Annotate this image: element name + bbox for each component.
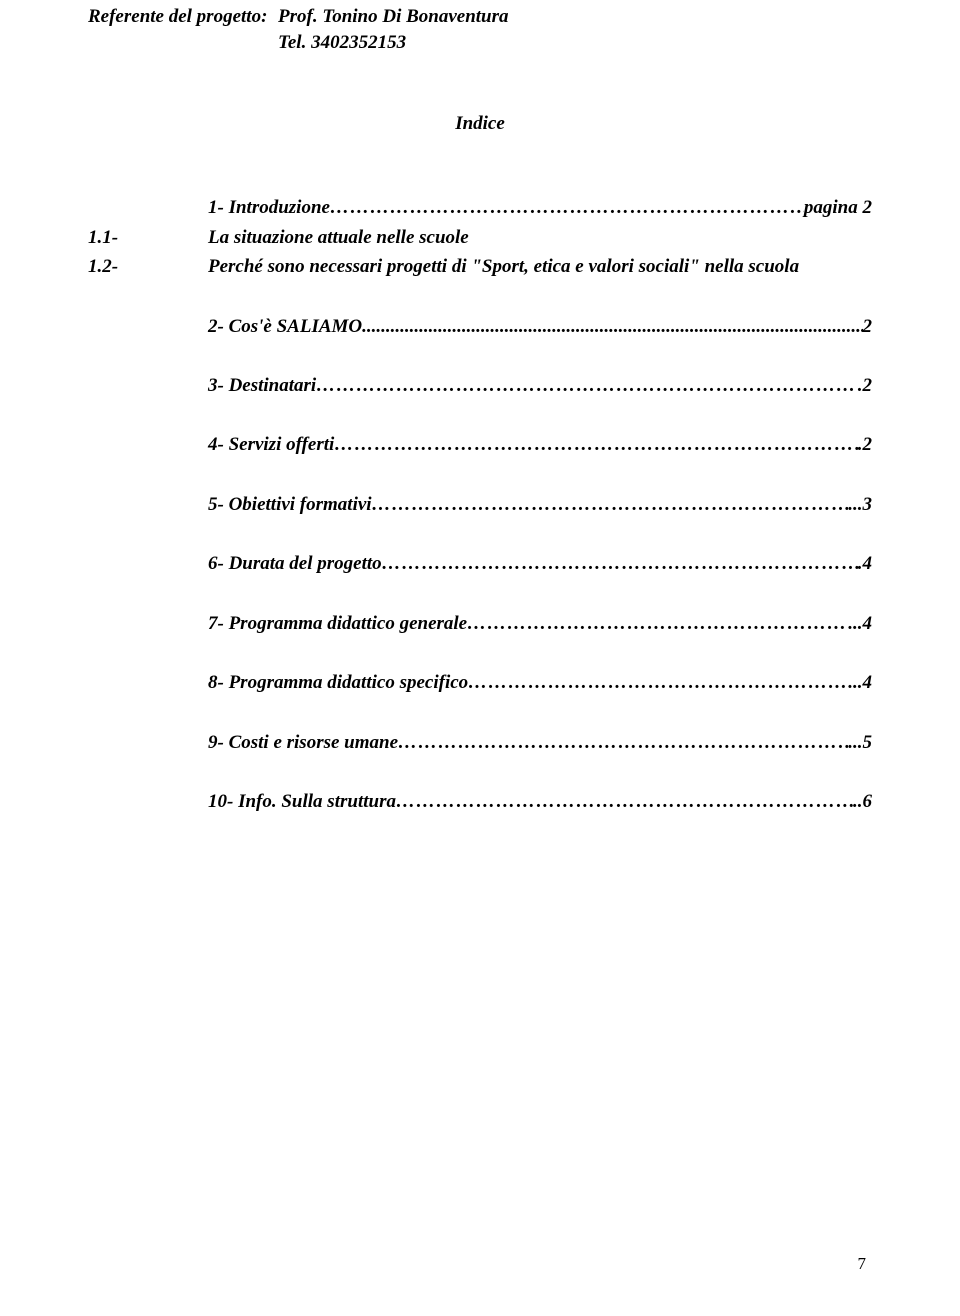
toc-prefix (88, 430, 208, 459)
toc-prefix (88, 668, 208, 697)
toc-prefix (88, 193, 208, 222)
toc-item-1: 1- Introduzione pagina 2 (88, 193, 872, 222)
toc-leader (372, 490, 849, 519)
project-referent-label: Referente del progetto: (88, 4, 278, 30)
toc-leader (467, 609, 848, 638)
toc-item-10: 10- Info. Sulla struttura ..6 (88, 787, 872, 816)
toc-pageref: ..6 (853, 787, 872, 816)
toc-prefix (88, 371, 208, 400)
toc-pageref: .4 (858, 549, 872, 578)
toc-item-8: 8- Programma didattico specifico ...4 (88, 668, 872, 697)
page-number: 7 (858, 1254, 867, 1274)
toc-pageref: 2 (863, 312, 873, 341)
toc-text: 8- Programma didattico specifico (208, 668, 468, 697)
toc-item-3: 3- Destinatari .2 (88, 371, 872, 400)
toc-pageref: ...4 (848, 609, 872, 638)
toc: 1- Introduzione pagina 2 1.1- La situazi… (88, 193, 872, 816)
project-referent-name: Prof. Tonino Di Bonaventura (278, 4, 509, 30)
toc-text: 5- Obiettivi formativi (208, 490, 372, 519)
page: Referente del progetto: Prof. Tonino Di … (0, 0, 960, 1316)
header-row: Referente del progetto: Prof. Tonino Di … (88, 4, 872, 30)
toc-leader (382, 549, 858, 578)
toc-text: 6- Durata del progetto (208, 549, 382, 578)
toc-leader (334, 430, 857, 459)
toc-text: Perché sono necessari progetti di "Sport… (208, 252, 799, 281)
toc-prefix (88, 549, 208, 578)
toc-prefix (88, 609, 208, 638)
toc-pageref: .2 (858, 371, 872, 400)
toc-item-7: 7- Programma didattico generale ...4 (88, 609, 872, 638)
toc-leader (468, 668, 848, 697)
toc-item-6: 6- Durata del progetto .4 (88, 549, 872, 578)
toc-leader (330, 193, 804, 222)
toc-leader (398, 728, 848, 757)
toc-item-1-2: 1.2- Perché sono necessari progetti di "… (88, 252, 872, 281)
toc-item-9: 9- Costi e risorse umane ...5 (88, 728, 872, 757)
toc-text: 1- Introduzione (208, 193, 330, 222)
toc-item-4: 4- Servizi offerti .2 (88, 430, 872, 459)
toc-text: 7- Programma didattico generale (208, 609, 467, 638)
toc-text: 4- Servizi offerti (208, 430, 334, 459)
toc-pageref: ...5 (848, 728, 872, 757)
toc-pageref: .2 (858, 430, 872, 459)
index-title: Indice (88, 113, 872, 135)
toc-prefix (88, 787, 208, 816)
toc-leader (362, 312, 862, 341)
toc-pageref: ...4 (848, 668, 872, 697)
toc-prefix: 1.1- (88, 223, 208, 252)
project-referent-tel: Tel. 3402352153 (278, 30, 872, 56)
toc-item-2: 2- Cos'è SALIAMO 2 (88, 312, 872, 341)
toc-prefix (88, 490, 208, 519)
toc-text: La situazione attuale nelle scuole (208, 223, 469, 252)
toc-leader (316, 371, 856, 400)
toc-prefix (88, 312, 208, 341)
toc-leader (396, 787, 853, 816)
toc-prefix (88, 728, 208, 757)
toc-item-5: 5- Obiettivi formativi ...3 (88, 490, 872, 519)
toc-prefix: 1.2- (88, 252, 208, 281)
toc-text: 9- Costi e risorse umane (208, 728, 398, 757)
toc-text: 10- Info. Sulla struttura (208, 787, 396, 816)
toc-pageref: pagina 2 (804, 193, 872, 222)
toc-pageref: ...3 (848, 490, 872, 519)
toc-text: 3- Destinatari (208, 371, 316, 400)
toc-item-1-1: 1.1- La situazione attuale nelle scuole (88, 223, 872, 252)
toc-text: 2- Cos'è SALIAMO (208, 312, 362, 341)
